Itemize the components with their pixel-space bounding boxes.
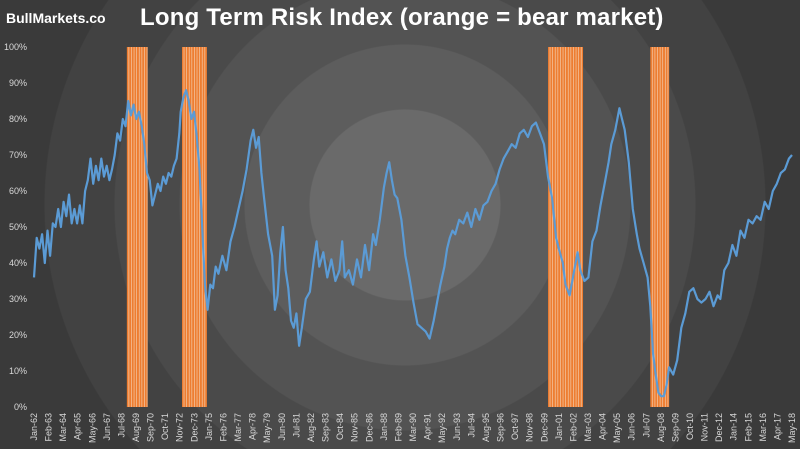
x-tick-label: Oct-84: [335, 413, 345, 440]
bear-market-band-3: [548, 47, 584, 407]
x-tick-label: Apr-17: [772, 413, 782, 440]
x-tick-label: Sep-09: [670, 413, 680, 442]
y-tick-label: 0%: [14, 402, 27, 412]
x-tick-label: Jan-01: [554, 413, 564, 441]
x-tick-label: Jun-67: [102, 413, 112, 441]
x-tick-label: Sep-83: [321, 413, 331, 442]
x-tick-label: Mar-90: [408, 413, 418, 442]
x-tick-label: Jan-75: [204, 413, 214, 441]
x-tick-label: Aug-08: [656, 413, 666, 442]
risk-index-line: [32, 89, 793, 398]
y-tick-label: 100%: [4, 42, 27, 52]
x-tick-label: Jul-94: [466, 413, 476, 438]
y-tick-label: 30%: [9, 294, 27, 304]
x-tick-label: Jan-14: [729, 413, 739, 441]
bear-market-band-1: [126, 47, 148, 407]
x-tick-label: Feb-63: [44, 413, 54, 442]
x-tick-label: Feb-15: [743, 413, 753, 442]
x-tick-label: Mar-64: [58, 413, 68, 442]
x-tick-label: Dec-12: [714, 413, 724, 442]
y-tick-label: 80%: [9, 114, 27, 124]
x-tick-label: Aug-82: [306, 413, 316, 442]
x-tick-label: Oct-10: [685, 413, 695, 440]
x-tick-label: Apr-65: [73, 413, 83, 440]
x-tick-label: Aug-69: [131, 413, 141, 442]
y-tick-label: 60%: [9, 186, 27, 196]
x-tick-label: May-79: [262, 413, 272, 443]
x-tick-label: Jun-06: [627, 413, 637, 441]
x-tick-label: Jul-07: [641, 413, 651, 438]
x-tick-label: Dec-73: [189, 413, 199, 442]
x-tick-label: Jan-62: [29, 413, 39, 441]
x-tick-label: Sep-70: [146, 413, 156, 442]
x-tick-label: Dec-86: [364, 413, 374, 442]
y-tick-label: 70%: [9, 150, 27, 160]
y-tick-label: 50%: [9, 222, 27, 232]
chart-title: Long Term Risk Index (orange = bear mark…: [140, 4, 664, 31]
x-tick-label: May-92: [437, 413, 447, 443]
x-tick-label: Mar-77: [233, 413, 243, 442]
x-tick-label: Jul-81: [291, 413, 301, 438]
x-tick-label: Feb-02: [568, 413, 578, 442]
x-tick-label: Nov-72: [175, 413, 185, 442]
y-tick-label: 90%: [9, 78, 27, 88]
x-tick-label: Oct-71: [160, 413, 170, 440]
x-tick-label: Feb-89: [393, 413, 403, 442]
y-tick-label: 40%: [9, 258, 27, 268]
x-tick-label: Nov-98: [525, 413, 535, 442]
x-tick-label: Apr-04: [598, 413, 608, 440]
x-tick-label: Jan-88: [379, 413, 389, 441]
y-tick-label: 20%: [9, 330, 27, 340]
x-tick-label: Nov-11: [700, 413, 710, 441]
x-tick-label: Jun-93: [452, 413, 462, 441]
x-tick-label: Apr-78: [248, 413, 258, 440]
y-tick-label: 10%: [9, 366, 27, 376]
x-tick-label: Aug-95: [481, 413, 491, 442]
x-tick-label: Nov-85: [350, 413, 360, 442]
x-tick-label: Dec-99: [539, 413, 549, 442]
x-tick-label: Oct-97: [510, 413, 520, 440]
x-tick-label: Mar-16: [758, 413, 768, 442]
x-tick-label: Sep-96: [496, 413, 506, 442]
x-tick-label: Mar-03: [583, 413, 593, 442]
x-tick-label: May-05: [612, 413, 622, 443]
x-tick-label: Jun-80: [277, 413, 287, 441]
brand-logo: BullMarkets.co: [6, 10, 106, 26]
x-tick-label: May-18: [787, 413, 797, 443]
x-tick-label: Apr-91: [423, 413, 433, 440]
bear-market-band-2: [182, 47, 207, 407]
x-tick-label: Jul-68: [116, 413, 126, 438]
x-tick-label: May-66: [87, 413, 97, 443]
x-tick-label: Feb-76: [218, 413, 228, 442]
